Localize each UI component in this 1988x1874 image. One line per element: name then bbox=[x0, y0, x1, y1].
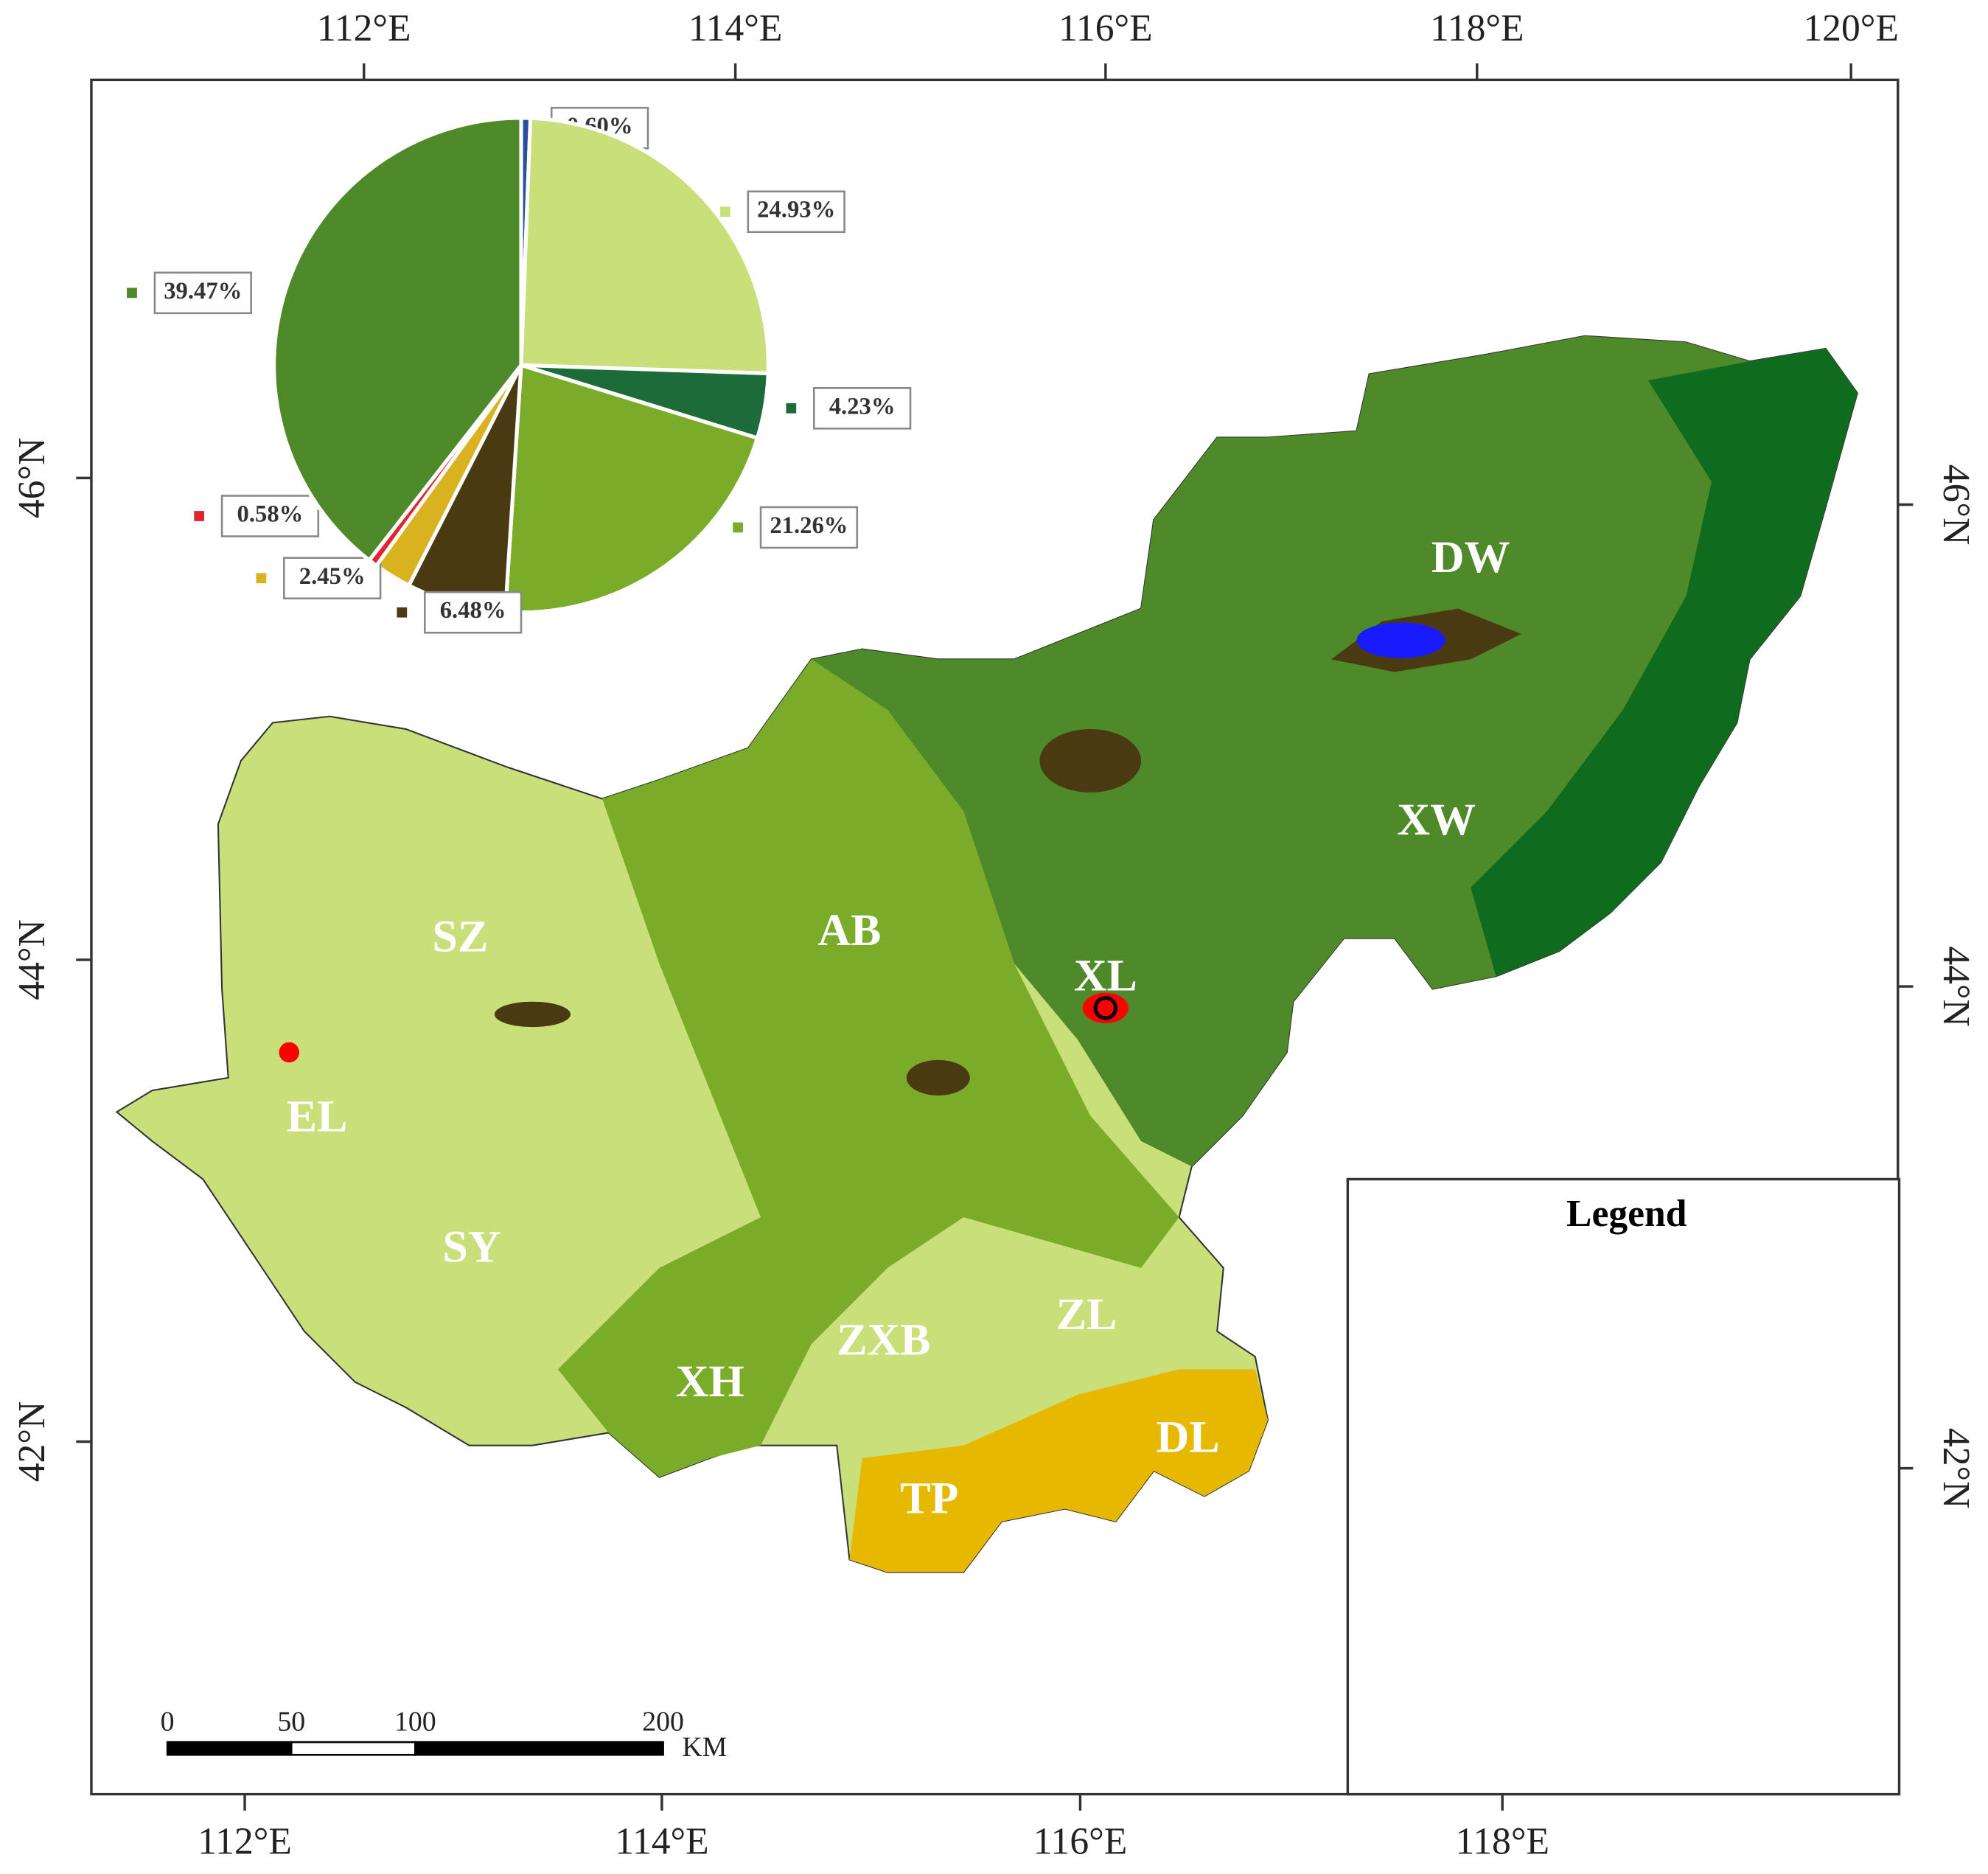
map-land bbox=[115, 335, 1858, 1573]
left-axis-label: 42°N bbox=[11, 1401, 53, 1482]
region-label: ZXB bbox=[837, 1314, 930, 1365]
region-label: EL bbox=[287, 1092, 348, 1142]
region-label: AB bbox=[817, 905, 881, 955]
top-axis-label: 116°E bbox=[1058, 7, 1153, 49]
pie-slice bbox=[503, 362, 760, 615]
cropland-area bbox=[849, 1369, 1268, 1572]
water-area bbox=[1356, 622, 1445, 658]
region-label: SZ bbox=[433, 911, 489, 961]
value-label-box bbox=[759, 506, 859, 549]
region-label: XW bbox=[1397, 795, 1476, 845]
bottom-axis-label: 118°E bbox=[1455, 1820, 1549, 1862]
top-axis-label: 120°E bbox=[1803, 7, 1899, 49]
bottom-axis-label: 114°E bbox=[615, 1820, 709, 1862]
right-axis-label: 42°N bbox=[1935, 1428, 1977, 1508]
value-label-box bbox=[153, 271, 252, 315]
value-label-key bbox=[397, 607, 408, 618]
value-label-key bbox=[127, 288, 137, 299]
moderate-grass-area bbox=[557, 659, 1179, 1477]
scale-unit: KM bbox=[682, 1732, 727, 1763]
bottom-axis-label: 112°E bbox=[198, 1820, 292, 1862]
value-label-box bbox=[220, 495, 320, 537]
left-axis-label: 46°N bbox=[11, 438, 53, 518]
high-grass-area bbox=[811, 335, 1858, 1167]
woodland-area bbox=[1471, 348, 1858, 977]
scale-segment bbox=[414, 1741, 664, 1756]
value-label: 21.26% bbox=[770, 512, 848, 539]
bottom-axis-label: 116°E bbox=[1033, 1820, 1128, 1862]
scale-tick-label: 100 bbox=[394, 1707, 436, 1738]
top-axis-label: 118°E bbox=[1430, 7, 1524, 49]
downtown-marker bbox=[1093, 995, 1118, 1020]
right-axis-label: 46°N bbox=[1935, 464, 1977, 545]
legend-box bbox=[1346, 1177, 1901, 1796]
pie-slice bbox=[519, 116, 770, 376]
deserted-area bbox=[906, 1059, 970, 1096]
pie-slice bbox=[272, 116, 523, 563]
value-label-box bbox=[283, 557, 382, 600]
scale-tick-label: 0 bbox=[161, 1707, 175, 1738]
value-label-box bbox=[747, 190, 845, 234]
legend-title: Legend bbox=[1566, 1193, 1687, 1235]
region-label: ZL bbox=[1056, 1289, 1117, 1340]
value-label: 2.45% bbox=[299, 563, 366, 590]
value-label: 24.93% bbox=[757, 197, 835, 223]
builtup-area bbox=[1082, 992, 1129, 1023]
value-label-key bbox=[720, 206, 730, 217]
value-label: 4.23% bbox=[829, 393, 896, 419]
value-label-key bbox=[733, 522, 743, 533]
scale-tick-label: 200 bbox=[642, 1707, 684, 1738]
right-axis-label: 44°N bbox=[1935, 946, 1977, 1026]
region-label: TP bbox=[900, 1473, 958, 1523]
region-label: SY bbox=[442, 1222, 501, 1272]
top-axis-label: 112°E bbox=[317, 7, 411, 49]
scale-segment bbox=[290, 1741, 416, 1756]
builtup-area bbox=[279, 1042, 299, 1063]
value-label-box bbox=[423, 591, 523, 634]
value-label-box bbox=[812, 386, 912, 430]
value-label: 0.58% bbox=[237, 501, 304, 527]
value-label-key bbox=[256, 573, 267, 584]
value-label: 6.48% bbox=[440, 597, 506, 624]
left-axis-label: 44°N bbox=[11, 919, 53, 1000]
deserted-area bbox=[1039, 728, 1142, 793]
region-label: DW bbox=[1431, 532, 1510, 582]
region-label: DL bbox=[1157, 1413, 1220, 1463]
value-label: 39.47% bbox=[164, 278, 242, 304]
value-label-key bbox=[194, 511, 205, 521]
scale-tick-label: 50 bbox=[277, 1707, 305, 1738]
top-axis-label: 114°E bbox=[688, 7, 783, 49]
value-label-key bbox=[786, 403, 797, 414]
deserted-area bbox=[494, 1001, 571, 1028]
region-label: XL bbox=[1074, 951, 1137, 1001]
region-label: XH bbox=[676, 1356, 744, 1407]
scale-segment bbox=[166, 1741, 293, 1756]
